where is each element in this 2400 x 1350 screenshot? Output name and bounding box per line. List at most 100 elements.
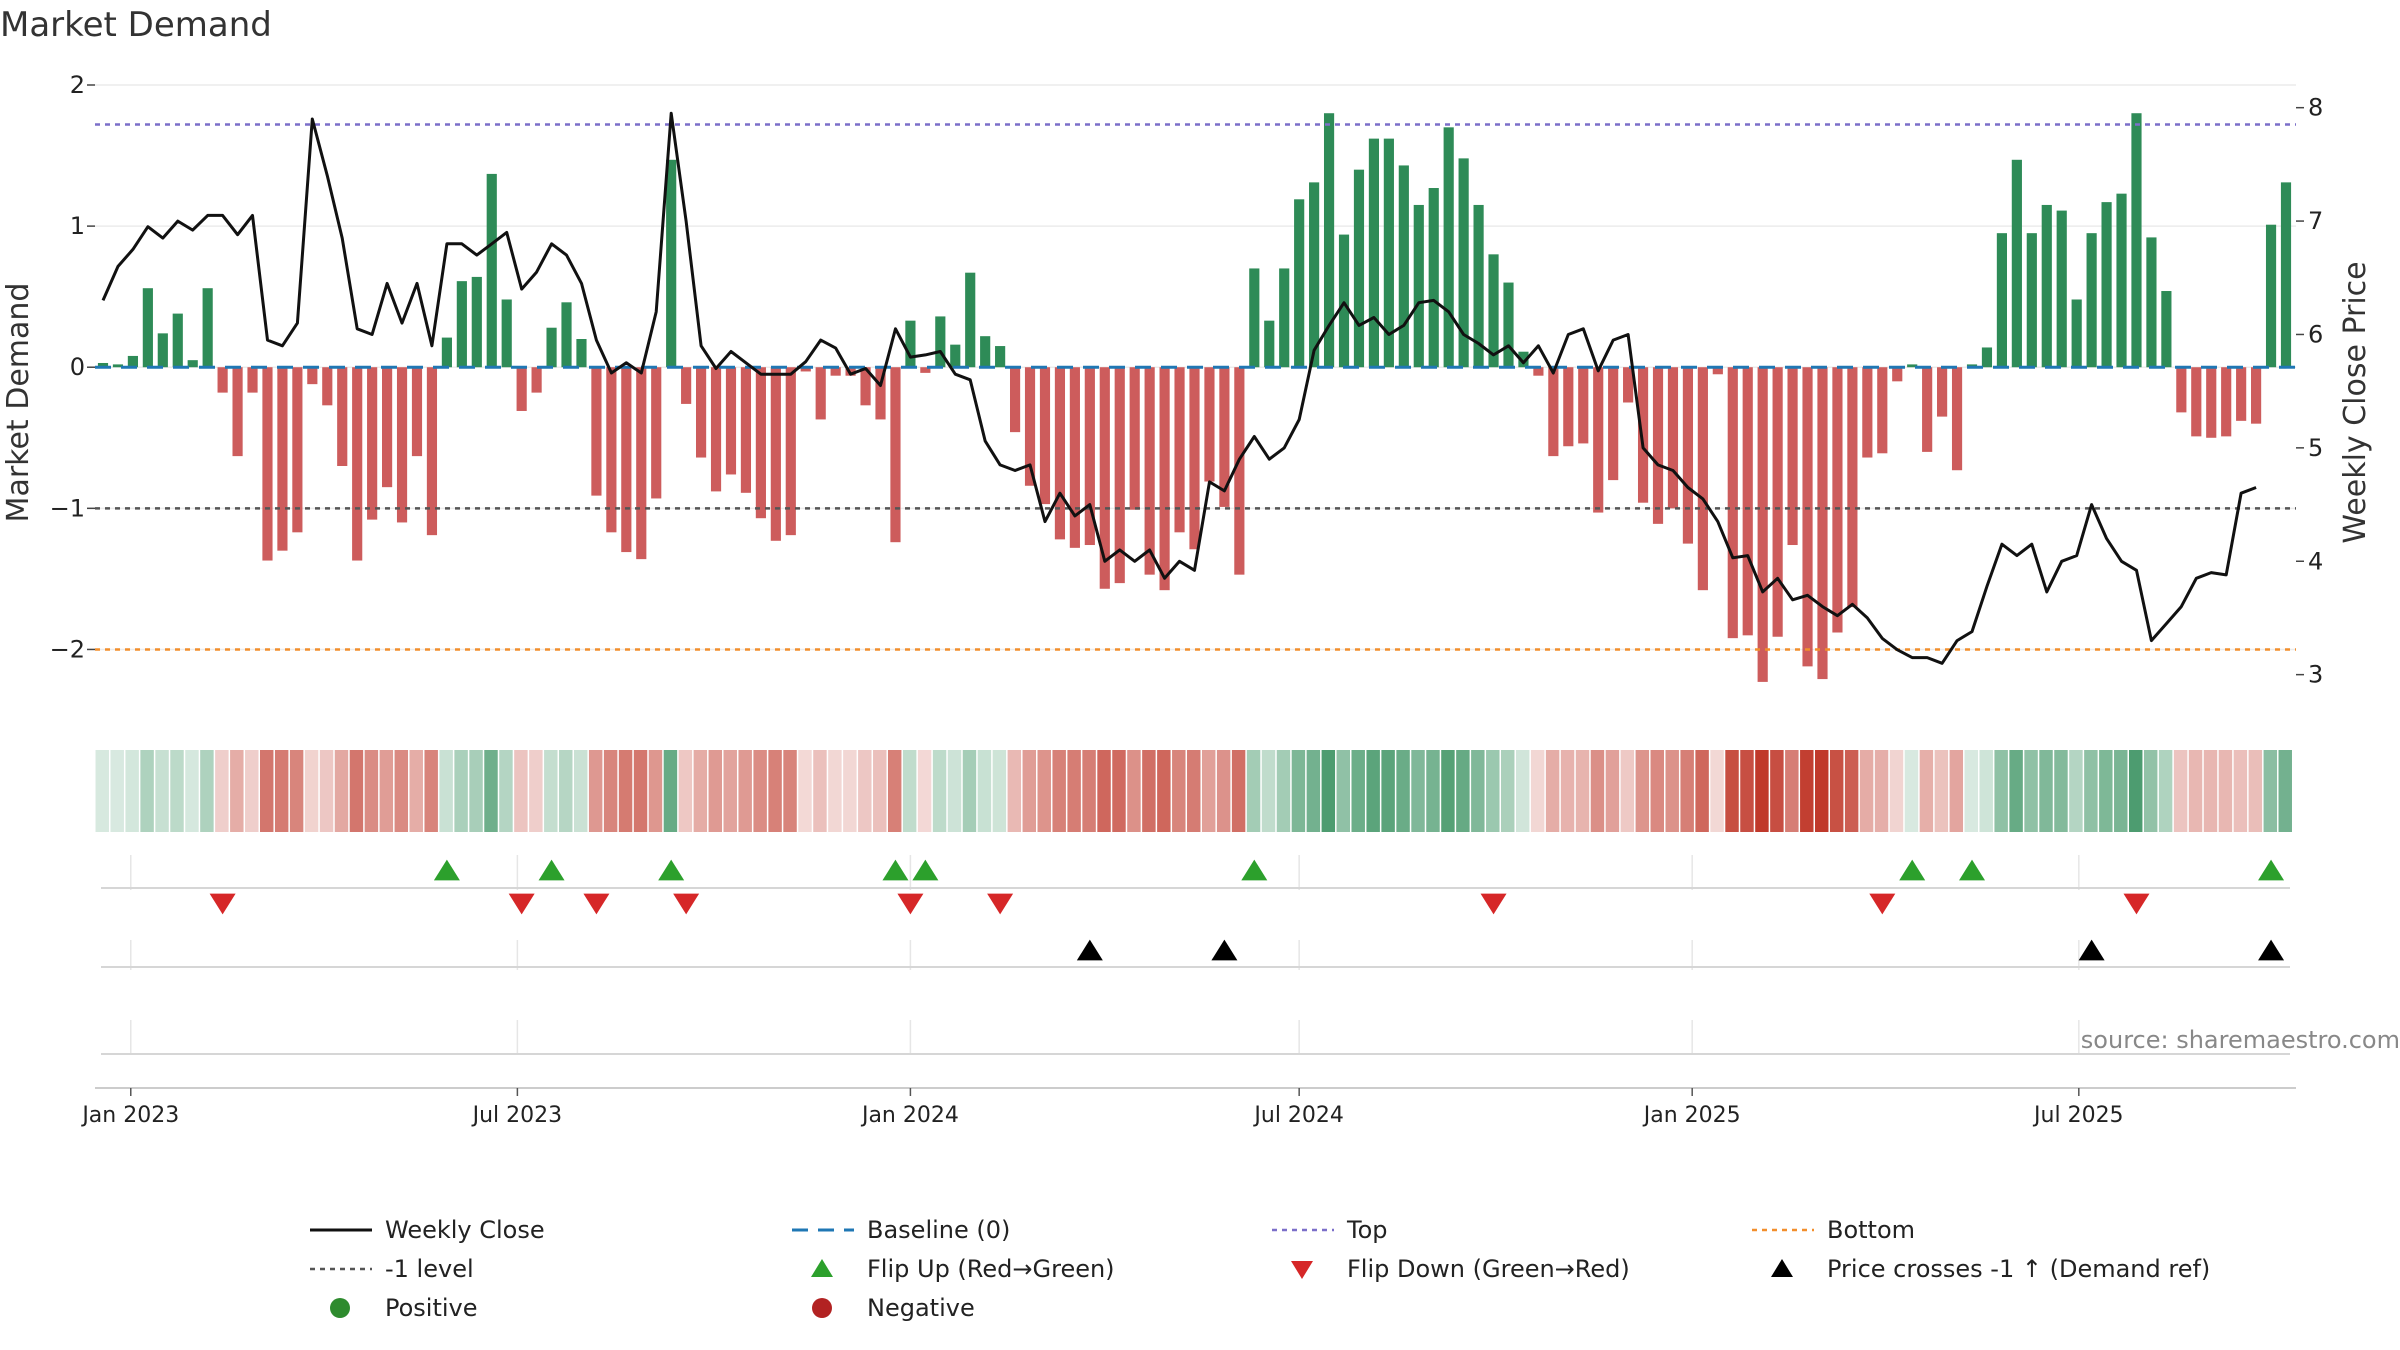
negative-demand-bar	[770, 367, 781, 541]
positive-demand-bar	[456, 281, 467, 368]
heat-cell	[2233, 750, 2248, 832]
positive-demand-bar	[905, 320, 916, 368]
legend-label: -1 level	[385, 1255, 474, 1283]
heat-cell	[1172, 750, 1186, 832]
negative-demand-bar	[516, 367, 527, 411]
negative-demand-bar	[262, 367, 273, 561]
heat-cell	[708, 750, 723, 832]
heat-cell	[1187, 750, 1201, 832]
event-markers	[101, 859, 2290, 1055]
positive-demand-bar	[486, 173, 497, 368]
negative-demand-bar	[1892, 367, 1903, 382]
heat-cell	[1381, 750, 1395, 832]
heat-cell	[1829, 750, 1844, 832]
flip-up-marker	[912, 859, 939, 881]
heat-cell	[1067, 750, 1081, 832]
negative-demand-bar	[2236, 367, 2247, 421]
heat-cell	[1201, 750, 1216, 832]
negative-demand-bar	[1742, 367, 1753, 636]
positive-demand-bar	[1353, 169, 1365, 368]
right-tick-label: 5	[2308, 434, 2323, 462]
negative-demand-bar	[1951, 367, 1963, 471]
heat-cell	[469, 750, 483, 832]
positive-demand-bar	[2161, 291, 2172, 368]
legend-label: Positive	[385, 1294, 478, 1322]
negative-demand-bar	[920, 367, 931, 373]
heat-cell	[185, 750, 199, 832]
heat-cell	[349, 750, 364, 832]
negative-demand-bar	[710, 367, 722, 492]
heat-cell	[887, 750, 902, 832]
negative-demand-bar	[322, 367, 333, 406]
negative-demand-bar	[1204, 367, 1215, 482]
heat-cell	[663, 750, 678, 832]
heat-cell	[783, 750, 797, 832]
negative-demand-bar	[755, 367, 766, 519]
x-tick-label: Jul 2024	[1252, 1103, 1344, 1128]
negative-demand-bar	[1099, 367, 1110, 589]
heat-cell	[813, 750, 827, 832]
positive-demand-bar	[127, 355, 138, 368]
heat-cell	[155, 750, 169, 832]
heat-cell	[544, 750, 558, 832]
heat-cell	[394, 750, 409, 832]
heat-cell	[1620, 750, 1635, 832]
positive-demand-bar	[2011, 159, 2022, 368]
negative-demand-bar	[2206, 367, 2217, 438]
negative-demand-bar	[1772, 367, 1783, 637]
heat-cell	[125, 750, 139, 832]
heat-cell	[1246, 750, 1261, 832]
negative-demand-bar	[1682, 367, 1694, 544]
positive-demand-bar	[1368, 138, 1380, 368]
negative-demand-bar	[875, 367, 886, 420]
heat-cell	[1755, 750, 1769, 832]
heat-cell	[1964, 750, 1978, 832]
heat-cell	[1650, 750, 1664, 832]
heat-cell	[424, 750, 438, 832]
legend-label: Top	[1346, 1216, 1388, 1244]
positive-demand-bar	[2026, 233, 2037, 368]
positive-demand-bar	[935, 316, 946, 368]
negative-demand-bar	[1054, 367, 1066, 540]
price-cross-marker	[1211, 939, 1238, 961]
heat-cell	[170, 750, 184, 832]
heat-cell	[2218, 750, 2233, 832]
negative-demand-bar	[636, 367, 647, 560]
heat-cell	[1261, 750, 1276, 832]
legend-cross-swatch	[1771, 1259, 1793, 1277]
heat-cell	[1695, 750, 1709, 832]
negative-demand-bar	[2221, 367, 2232, 437]
heat-cell	[1515, 750, 1530, 832]
flip-up-marker	[2258, 859, 2285, 881]
heat-cell	[1127, 750, 1141, 832]
price-cross-marker	[2258, 939, 2285, 961]
negative-demand-bar	[337, 367, 348, 466]
negative-demand-bar	[1817, 367, 1828, 680]
legend: Weekly Close Baseline (0) Top Bottom -1 leve…	[310, 1216, 2210, 1322]
right-axis-label: Weekly Close Price	[2338, 261, 2373, 543]
heat-cell	[1949, 750, 1964, 832]
heat-cell	[1979, 750, 1993, 832]
positive-demand-bar	[666, 159, 677, 368]
weekly-close-line	[101, 111, 2257, 665]
heat-cell	[1456, 750, 1470, 832]
negative-demand-bar	[1877, 367, 1888, 454]
heat-cell	[2054, 750, 2068, 832]
x-tick-label: Jul 2025	[2032, 1103, 2124, 1128]
legend-flip_up-swatch	[811, 1259, 833, 1277]
heat-cell	[274, 750, 289, 832]
heat-cell	[1486, 750, 1500, 832]
close-line-group	[101, 111, 2257, 665]
negative-demand-bar	[1039, 367, 1051, 505]
heat-cell	[230, 750, 244, 832]
price-cross-marker	[2078, 939, 2105, 961]
heat-cell	[1351, 750, 1365, 832]
flip-up-marker	[882, 859, 909, 881]
heat-cell	[2188, 750, 2203, 832]
heat-cell	[1007, 750, 1022, 832]
heat-cell	[2203, 750, 2218, 832]
positive-demand-bar	[1443, 127, 1454, 368]
positive-demand-bar	[576, 339, 587, 368]
negative-demand-bar	[1024, 367, 1036, 486]
